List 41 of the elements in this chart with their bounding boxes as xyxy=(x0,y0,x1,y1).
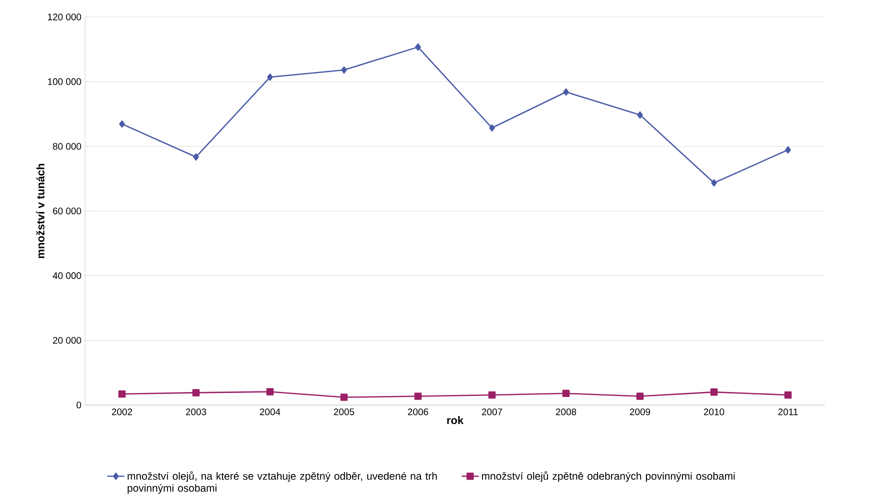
x-tick-label: 2009 xyxy=(630,408,650,416)
point xyxy=(637,111,643,119)
legend-label: množství olejů, na které se vztahuje zpětný odběr, uvedené na trh povinnými osobami xyxy=(128,471,437,494)
point xyxy=(192,389,200,396)
x-axis-title: rok xyxy=(447,416,464,424)
x-tick-label: 2003 xyxy=(186,408,206,416)
point xyxy=(267,73,273,81)
point xyxy=(710,388,718,396)
point xyxy=(489,124,495,132)
point xyxy=(711,179,717,186)
point xyxy=(784,391,792,399)
y-tick-label: 120 000 xyxy=(48,14,82,20)
y-tick-label: 20 000 xyxy=(53,336,82,344)
x-tick-label: 2002 xyxy=(112,408,132,416)
point xyxy=(415,43,421,51)
point xyxy=(341,66,347,74)
x-tick-label: 2010 xyxy=(704,408,724,416)
y-tick-label: 60 000 xyxy=(53,208,82,214)
y-axis-title: množství v tunách xyxy=(36,164,44,258)
y-tick-label: 100 000 xyxy=(48,78,82,86)
point xyxy=(414,392,422,400)
point xyxy=(488,391,496,399)
point xyxy=(636,392,644,400)
y-tick-label: 0 xyxy=(76,402,82,408)
point xyxy=(562,390,570,397)
x-tick-label: 2004 xyxy=(260,408,280,416)
point xyxy=(118,390,126,398)
x-tick-label: 2007 xyxy=(482,408,502,416)
point xyxy=(266,388,274,396)
point xyxy=(193,153,199,161)
legend-label: množství olejů zpětně odebraných povinnými osobami xyxy=(482,471,735,482)
x-tick-label: 2005 xyxy=(334,408,354,416)
point xyxy=(563,88,569,96)
x-tick-label: 2011 xyxy=(778,408,798,416)
y-tick-label: 40 000 xyxy=(52,272,82,280)
x-tick-label: 2006 xyxy=(408,408,428,416)
point xyxy=(119,120,125,128)
x-tick-label: 2008 xyxy=(556,408,576,416)
y-tick-label: 80 000 xyxy=(52,142,82,150)
point xyxy=(785,146,791,154)
point xyxy=(340,394,348,401)
